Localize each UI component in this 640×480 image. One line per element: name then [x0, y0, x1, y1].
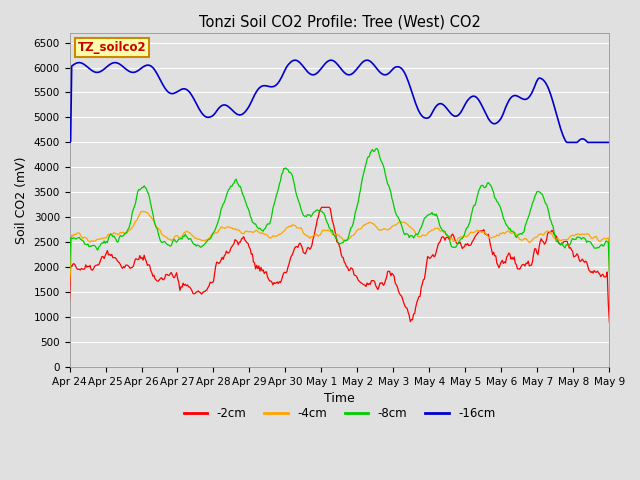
Title: Tonzi Soil CO2 Profile: Tree (West) CO2: Tonzi Soil CO2 Profile: Tree (West) CO2: [198, 15, 481, 30]
Y-axis label: Soil CO2 (mV): Soil CO2 (mV): [15, 156, 28, 243]
Legend: -2cm, -4cm, -8cm, -16cm: -2cm, -4cm, -8cm, -16cm: [179, 402, 500, 425]
Text: TZ_soilco2: TZ_soilco2: [77, 41, 147, 54]
X-axis label: Time: Time: [324, 392, 355, 405]
